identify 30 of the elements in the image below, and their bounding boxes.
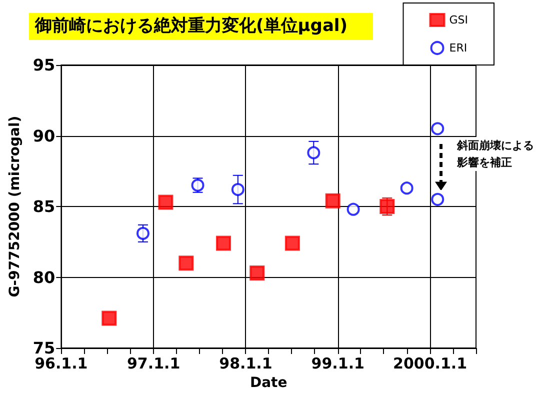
point [158,194,174,210]
point [346,202,360,216]
point [250,266,265,281]
point [400,182,414,195]
point [216,236,232,251]
point [178,256,194,271]
y-tick-label: 85 [32,197,56,216]
x-tick-label: 99.1.1 [311,354,364,372]
x-axis-title: Date [250,374,288,391]
legend-label: GSI [449,14,468,26]
y-tick-label: 80 [32,268,56,287]
x-tick-label: 2000.1.1 [393,354,468,372]
point [307,146,320,160]
y-tick-label: 90 [32,126,56,146]
point [102,310,117,326]
y-tick-label: 75 [32,338,56,358]
annotation: 斜面崩壊による影響を補正 [457,137,537,171]
chart-title: 御前崎における絶対重力変化(単位μgal) [29,13,373,40]
x-tick-label: 96.1.1 [34,354,88,372]
legend-label: ERI [449,42,468,54]
x-tick-label: 98.1.1 [219,354,272,372]
point [136,226,150,240]
y-tick-label: 95 [32,56,56,74]
point [431,122,444,136]
y-axis-title: G-97752000 (microgal) [7,116,23,298]
x-tick-label: 97.1.1 [126,354,180,372]
point [325,193,340,208]
point [284,236,300,251]
point [431,192,444,206]
point [231,183,244,196]
